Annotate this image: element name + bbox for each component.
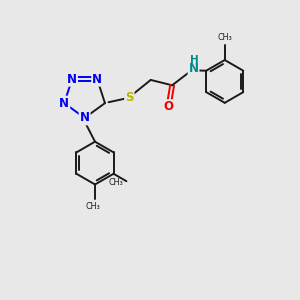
Text: N: N xyxy=(92,73,102,86)
Text: S: S xyxy=(125,91,134,104)
Text: CH₃: CH₃ xyxy=(109,178,123,187)
Text: CH₃: CH₃ xyxy=(218,33,233,42)
Text: CH₃: CH₃ xyxy=(85,202,100,211)
Text: N: N xyxy=(188,62,199,75)
Text: N: N xyxy=(59,97,69,110)
Text: O: O xyxy=(164,100,174,113)
Text: N: N xyxy=(80,111,90,124)
Text: H: H xyxy=(190,55,199,65)
Text: N: N xyxy=(67,73,77,86)
